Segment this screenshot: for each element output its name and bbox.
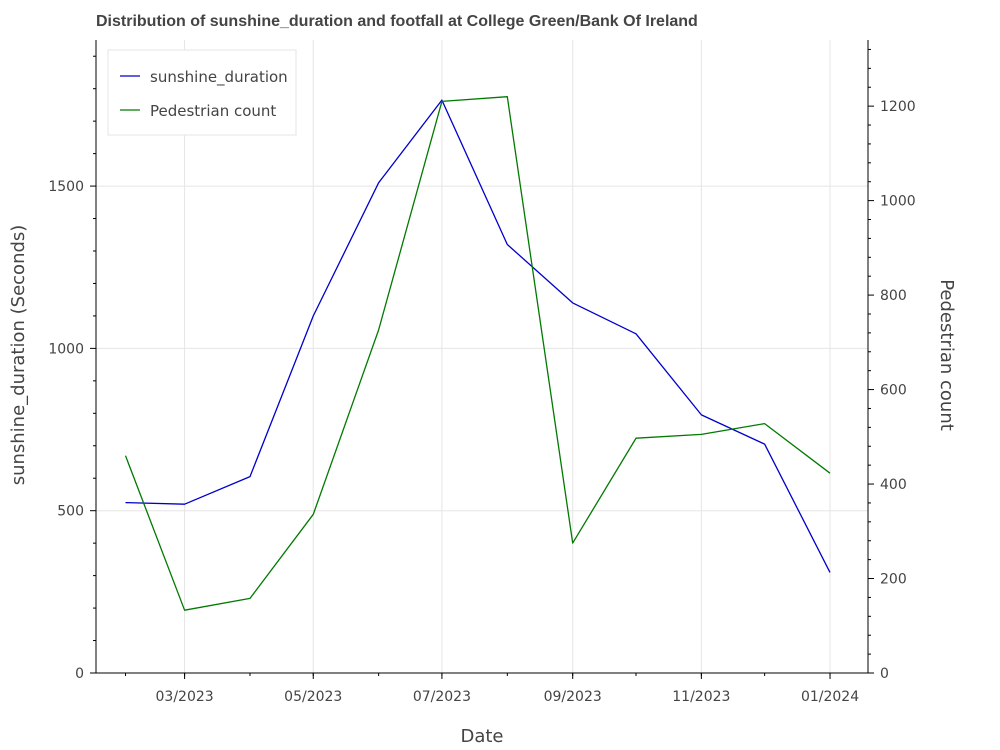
y2-tick-label-1: 200 — [880, 572, 907, 588]
y-tick-label-2: 1000 — [48, 341, 84, 357]
legend: sunshine_duration Pedestrian count — [107, 49, 297, 136]
legend-label-sunshine: sunshine_duration — [150, 68, 288, 87]
y2-tick-label-2: 400 — [880, 477, 907, 493]
y-tick-label-1: 500 — [57, 504, 84, 520]
x-tick-label-1: 05/2023 — [284, 689, 342, 705]
series-layer — [124, 96, 831, 611]
axes: 03/2023 05/2023 07/2023 09/2023 11/2023 01/20… — [48, 40, 916, 705]
chart-title: Distribution of sunshine_duration and fo… — [96, 13, 698, 30]
y-tick-label-0: 0 — [75, 666, 84, 682]
legend-label-pedestrian: Pedestrian count — [150, 102, 276, 120]
y2-tick-label-5: 1000 — [880, 194, 916, 210]
legend-box — [107, 49, 297, 136]
series-line-sunshine-duration — [125, 99, 831, 573]
y2-tick-label-3: 600 — [880, 383, 907, 399]
series-line-pedestrian-count — [124, 96, 831, 611]
y2-tick-label-6: 1200 — [880, 99, 916, 115]
y2-axis-title: Pedestrian count — [936, 279, 957, 431]
x-tick-label-5: 01/2024 — [801, 689, 859, 705]
y-axis-title: sunshine_duration (Seconds) — [8, 225, 29, 486]
y2-tick-label-4: 800 — [880, 288, 907, 304]
x-tick-label-4: 11/2023 — [672, 689, 730, 705]
x-axis-title: Date — [460, 726, 503, 747]
y-tick-label-3: 1500 — [48, 179, 84, 195]
y2-tick-label-0: 0 — [880, 666, 889, 682]
x-tick-label-2: 07/2023 — [413, 689, 471, 705]
x-tick-label-3: 09/2023 — [544, 689, 602, 705]
x-tick-label-0: 03/2023 — [156, 689, 214, 705]
